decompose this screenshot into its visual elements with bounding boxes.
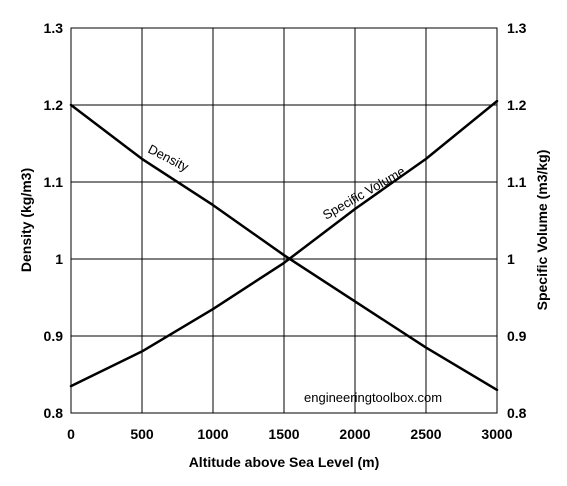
y-tick-label-left: 1.3	[44, 20, 64, 36]
y-tick-label-right: 0.9	[507, 328, 527, 344]
x-axis-title: Altitude above Sea Level (m)	[189, 454, 380, 470]
y-tick-label-right: 1.2	[507, 97, 527, 113]
y-tick-label-left: 1	[55, 251, 63, 267]
y-tick-label-right: 1	[507, 251, 515, 267]
y-tick-label-right: 0.8	[507, 405, 527, 421]
x-tick-label: 500	[130, 426, 154, 442]
y-axis-title-right: Specific Volume (m3/kg)	[534, 150, 550, 311]
x-tick-label: 0	[67, 426, 75, 442]
y-tick-label-left: 1.2	[44, 97, 64, 113]
tick-labels: 0 500 1000 1500 2000 2500 3000 0.8 0.8 0.9 0.9 1 1 1.…	[44, 20, 527, 442]
y-tick-label-left: 1.1	[44, 174, 64, 190]
x-tick-label: 3000	[481, 426, 512, 442]
y-tick-label-right: 1.3	[507, 20, 527, 36]
y-tick-label-right: 1.1	[507, 174, 527, 190]
y-tick-label-left: 0.9	[44, 328, 64, 344]
series-lines	[69, 99, 499, 392]
x-tick-label: 1500	[268, 426, 299, 442]
x-tick-label: 2000	[339, 426, 370, 442]
y-tick-label-left: 0.8	[44, 405, 64, 421]
series-line-specific-volume	[69, 99, 499, 388]
y-axis-title-left: Density (kg/m3)	[18, 168, 34, 272]
x-tick-label: 1000	[197, 426, 228, 442]
x-tick-label: 2500	[410, 426, 441, 442]
series-line-density	[69, 103, 499, 392]
watermark: engineeringtoolbox.com	[304, 390, 442, 405]
